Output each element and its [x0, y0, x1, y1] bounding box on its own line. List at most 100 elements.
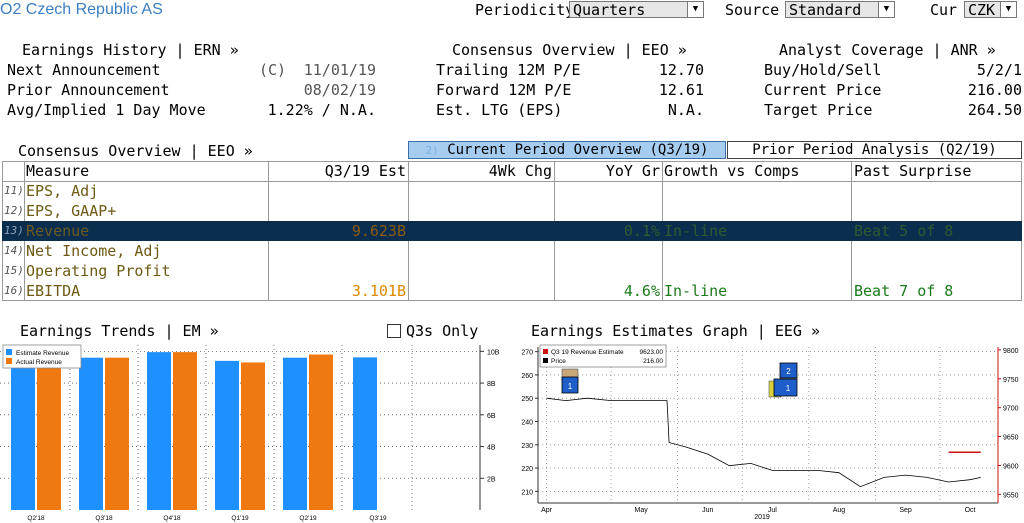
y-tick-label: 8B — [487, 381, 496, 388]
earnings-history-label: Next Announcement — [7, 61, 161, 79]
earnings-history-value: 1.22% / N.A. — [267, 101, 376, 119]
y-tick-label: 9550 — [1003, 492, 1019, 499]
consensus-overview-link[interactable]: Consensus Overview | EEO » — [452, 41, 687, 59]
event-marker[interactable]: 2 — [779, 362, 798, 379]
bar-actual[interactable] — [173, 352, 197, 510]
x-tick-label: Apr — [541, 507, 553, 514]
column-header[interactable]: Measure — [26, 162, 90, 180]
event-marker[interactable]: 1 — [561, 368, 579, 394]
bar-estimate[interactable] — [147, 352, 171, 510]
currency-dropdown[interactable]: CZK ▼ — [964, 1, 1017, 18]
column-header[interactable]: Past Surprise — [854, 162, 972, 180]
consensus-value: 12.61 — [658, 81, 704, 99]
analyst-label: Target Price — [764, 101, 873, 119]
analyst-label: Current Price — [764, 81, 882, 99]
row-number: 16) — [4, 284, 24, 297]
tab-number: 2) — [425, 144, 439, 157]
column-header[interactable]: 4Wk Chg — [488, 162, 552, 180]
column-header[interactable]: YoY Gr — [605, 162, 660, 180]
y-tick-label: 9750 — [1003, 377, 1019, 384]
column-header[interactable]: Q3/19 Est — [324, 162, 406, 180]
earnings-history-value: 11/01/19 — [303, 61, 376, 79]
consensus-value: N.A. — [667, 101, 704, 119]
measure-cell[interactable]: EPS, GAAP+ — [26, 202, 117, 220]
row-number: 11) — [4, 184, 24, 197]
table-row[interactable]: 16) EBITDA 3.101B 4.6% In-line Beat 7 of… — [2, 281, 1022, 301]
q3s-only-label: Q3s Only — [406, 322, 479, 340]
bar-actual[interactable] — [105, 357, 129, 510]
legend-swatch-estimate — [6, 349, 12, 355]
x-tick-label: Sep — [899, 507, 912, 514]
bar-estimate[interactable] — [79, 357, 103, 510]
bar-estimate[interactable] — [11, 363, 35, 510]
table-row[interactable]: 14) Net Income, Adj — [2, 241, 1022, 261]
x-tick-label: Q4'18 — [163, 515, 181, 522]
earnings-estimates-chart: 210 220 230 240 250 260 270 9550 9600 9650 9700 97… — [512, 341, 1024, 523]
earnings-history-label: Prior Announcement — [7, 81, 170, 99]
comps-cell: In-line — [664, 222, 728, 240]
earnings-history-value: 08/02/19 — [303, 81, 376, 99]
estimate-cell: 3.101B — [351, 282, 406, 300]
y-tick-label: 4B — [487, 445, 496, 452]
x-axis-year: 2019 — [754, 514, 770, 521]
q3s-only-checkbox[interactable] — [387, 324, 401, 338]
tab-prior-period[interactable]: Prior Period Analysis (Q2/19) — [727, 141, 1022, 159]
y-tick-label: 10B — [487, 349, 500, 356]
table-row-selected[interactable]: 13) Revenue 9.623B 0.1% In-line Beat 5 o… — [2, 221, 1022, 241]
x-tick-label: Q2'18 — [27, 515, 45, 522]
earnings-history-label: Avg/Implied 1 Day Move — [7, 101, 206, 119]
measure-cell[interactable]: EPS, Adj — [26, 182, 99, 200]
measure-cell[interactable]: EBITDA — [26, 282, 81, 300]
earnings-estimates-graph-link[interactable]: Earnings Estimates Graph | EEG » — [531, 322, 820, 340]
source-dropdown[interactable]: Standard ▼ — [785, 1, 895, 18]
y-tick-label: 260 — [521, 373, 533, 380]
bar-actual[interactable] — [241, 362, 265, 510]
measure-cell[interactable]: Revenue — [26, 222, 90, 240]
y-tick-label: 9800 — [1003, 348, 1019, 355]
tab-current-period[interactable]: 2) Current Period Overview (Q3/19) — [408, 141, 726, 159]
earnings-trends-chart: 2B 4B 6B 8B 10B Q2'18 Q3'18 Q4'18 Q1'19 Q2'19 Q3'… — [0, 341, 515, 523]
earnings-history-link[interactable]: Earnings History | ERN » — [22, 41, 239, 59]
measure-cell[interactable]: Operating Profit — [26, 262, 171, 280]
yoy-cell: 0.1% — [623, 222, 660, 240]
table-row[interactable]: 12) EPS, GAAP+ — [2, 201, 1022, 221]
bar-estimate[interactable] — [215, 360, 239, 510]
legend-label: Q3 19 Revenue Estimate — [551, 349, 624, 356]
legend-swatch-estimate — [543, 349, 548, 354]
bar-actual[interactable] — [309, 354, 333, 510]
y-tick-label: 9650 — [1003, 435, 1019, 442]
x-tick-label: Q3'18 — [95, 515, 113, 522]
estimates-table: Measure Q3/19 Est 4Wk Chg YoY Gr Growth … — [2, 161, 1022, 301]
periodicity-label: Periodicity — [475, 1, 575, 19]
y-tick-label: 240 — [521, 420, 533, 427]
bar-estimate[interactable] — [283, 357, 307, 510]
earnings-trends-link[interactable]: Earnings Trends | EM » — [20, 322, 219, 340]
currency-value: CZK — [968, 1, 996, 19]
price-line — [546, 397, 981, 488]
table-row[interactable]: 11) EPS, Adj — [2, 181, 1022, 201]
comps-cell: In-line — [664, 282, 728, 300]
source-value: Standard — [789, 1, 862, 19]
legend-swatch-actual — [6, 358, 12, 364]
periodicity-value: Quarters — [573, 1, 646, 19]
column-header[interactable]: Growth vs Comps — [664, 162, 800, 180]
analyst-coverage-link[interactable]: Analyst Coverage | ANR » — [779, 41, 996, 59]
consensus-table-link[interactable]: Consensus Overview | EEO » — [18, 142, 253, 160]
y-tick-label: 220 — [521, 466, 533, 473]
x-tick-label: Jul — [768, 507, 777, 514]
periodicity-dropdown[interactable]: Quarters ▼ — [569, 1, 704, 18]
analyst-value: 5/2/1 — [976, 61, 1022, 79]
security-title: O2 Czech Republic AS — [0, 1, 163, 18]
x-tick-label: Q1'19 — [231, 515, 249, 522]
event-marker[interactable]: 1 — [768, 378, 798, 398]
tab-label: Prior Period Analysis (Q2/19) — [752, 142, 997, 158]
measure-cell[interactable]: Net Income, Adj — [26, 242, 162, 260]
eeg-legend — [539, 344, 667, 368]
bar-estimate[interactable] — [353, 357, 377, 510]
y-tick-label: 270 — [521, 350, 533, 357]
table-row[interactable]: 15) Operating Profit — [2, 261, 1022, 281]
tab-label: Current Period Overview (Q3/19) — [447, 142, 709, 158]
x-tick-label: Q2'19 — [299, 515, 317, 522]
bar-actual[interactable] — [37, 363, 61, 510]
row-number: 15) — [4, 264, 24, 277]
